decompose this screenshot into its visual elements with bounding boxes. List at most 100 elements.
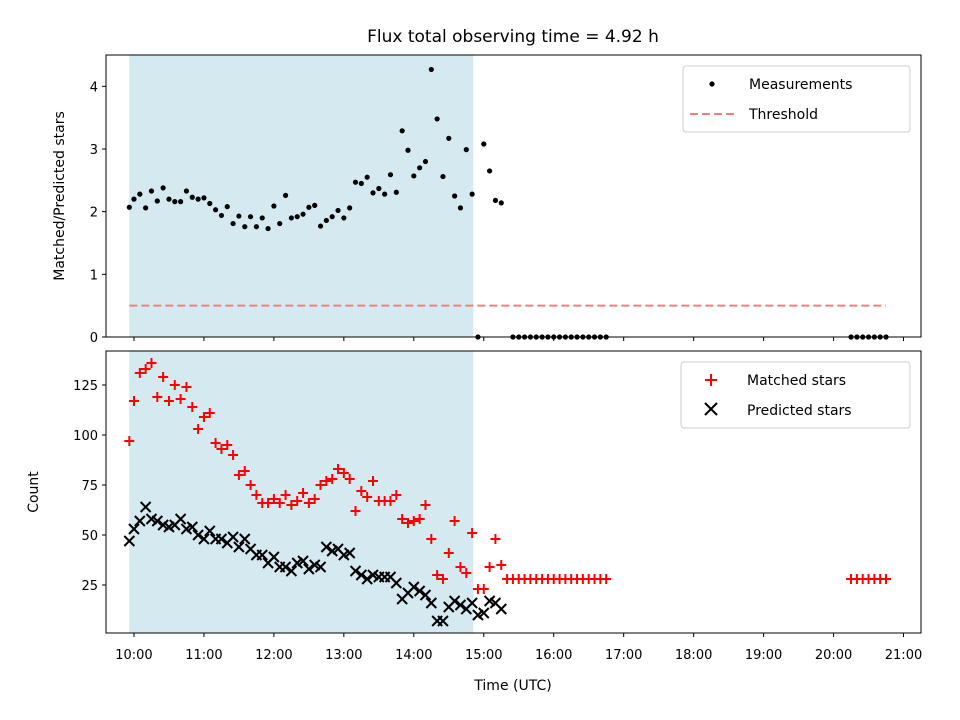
x-tick-label: 14:00 [395, 648, 432, 663]
predicted-star-point [361, 573, 373, 585]
matched-star-point [402, 518, 413, 528]
measurement-point [323, 217, 329, 224]
matched-star-point [344, 474, 355, 484]
y-tick-label: 100 [73, 429, 98, 444]
legend-matched-label: Matched stars [747, 373, 846, 389]
predicted-star-point [192, 529, 204, 541]
measurement-point [247, 214, 254, 220]
matched-star-point [298, 488, 309, 498]
matched-star-point [169, 380, 180, 390]
legend-threshold-label: Threshold [748, 107, 818, 123]
y-tick-label: 2 [90, 206, 98, 221]
measurement-point [172, 199, 178, 205]
y-tick-label: 3 [90, 143, 98, 158]
matched-star-point [881, 574, 892, 584]
matched-star-point [478, 584, 489, 594]
measurement-point [230, 220, 236, 227]
predicted-star-point [204, 525, 216, 537]
predicted-star-point [314, 561, 327, 573]
measurement-point [183, 188, 190, 194]
matched-star-point [455, 562, 466, 572]
ratio-marks [126, 66, 889, 340]
measurement-point [212, 207, 219, 213]
measurement-point [486, 168, 493, 174]
y-tick-label: 75 [81, 479, 98, 494]
matched-star-point [496, 560, 507, 570]
predicted-star-point [355, 569, 368, 581]
predicted-star-point [139, 501, 152, 513]
matched-star-point [426, 534, 437, 544]
matched-star-point [204, 408, 215, 418]
measurement-point [148, 188, 155, 194]
matched-star-point [484, 562, 495, 572]
y-tick-label: 50 [81, 529, 98, 544]
matched-star-point [268, 494, 279, 504]
predicted-star-point [390, 577, 403, 589]
matched-star-point [210, 438, 221, 448]
matched-star-point [303, 498, 314, 508]
matched-star-point [461, 568, 472, 578]
measurement-point [463, 147, 469, 153]
measurement-point [498, 200, 504, 206]
predicted-star-point [320, 541, 333, 553]
predicted-star-point [343, 547, 356, 559]
measurement-point [271, 203, 277, 209]
matched-star-point [292, 496, 303, 506]
matched-star-point [368, 476, 379, 486]
y-tick-label: 25 [81, 579, 98, 594]
matched-star-point [280, 490, 291, 500]
measurement-point [282, 192, 289, 198]
measurement-point [242, 224, 248, 230]
matched-star-point [187, 402, 198, 412]
measurement-point [341, 215, 347, 221]
measurement-point [399, 128, 405, 134]
matched-star-point [362, 492, 373, 502]
measurement-point [207, 200, 213, 207]
x-tick-label: 13:00 [325, 648, 362, 663]
matched-star-point [175, 394, 186, 404]
count-x-ticks: 10:00 11:00 12:00 13:00 14:00 15:00 16:00 17:00… [115, 633, 922, 663]
predicted-star-point [186, 521, 198, 533]
x-axis-label: Time (UTC) [473, 678, 551, 694]
matched-star-point [356, 486, 367, 496]
matched-star-point [222, 440, 233, 450]
predicted-star-point [128, 523, 140, 535]
ratio-x-ticks [133, 337, 905, 341]
measurement-point [469, 191, 475, 197]
matched-star-point [245, 480, 256, 490]
measurement-point [347, 205, 353, 211]
measurement-point [306, 204, 312, 210]
matched-star-point [432, 570, 443, 580]
matched-star-point [274, 498, 285, 508]
measurement-point [312, 202, 318, 208]
measurement-point [126, 204, 132, 210]
legend-measurements-marker [709, 81, 715, 87]
legend-measurements-label: Measurements [749, 77, 852, 93]
predicted-star-point [419, 589, 432, 601]
measurement-point [405, 147, 411, 153]
count-legend-box [680, 361, 911, 429]
matched-star-point [228, 450, 239, 460]
measurement-point [253, 224, 260, 230]
measurement-point [178, 199, 184, 205]
ratio-panel: Flux total observing time = 4.92 h 0 1 2 3 4… [52, 27, 922, 346]
legend-matched-marker [705, 374, 717, 386]
matched-star-point [263, 498, 274, 508]
measurement-point [417, 165, 423, 171]
matched-star-point [158, 372, 169, 382]
predicted-star-point [425, 597, 438, 609]
measurement-point [218, 212, 225, 219]
matched-star-point [601, 574, 612, 584]
predicted-star-point [279, 561, 292, 573]
matched-star-point [216, 444, 227, 454]
matched-star-point [321, 476, 332, 486]
matched-star-point [128, 396, 139, 406]
predicted-star-point [413, 585, 426, 597]
measurement-point [393, 189, 399, 195]
measurement-point [434, 116, 440, 122]
x-tick-label: 12:00 [255, 648, 292, 663]
matched-star-point [134, 368, 145, 378]
matched-star-point [338, 468, 349, 478]
measurement-point [160, 185, 166, 191]
measurement-point [236, 213, 242, 219]
